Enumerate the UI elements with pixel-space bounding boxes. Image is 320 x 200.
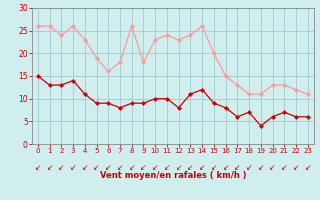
Text: ↙: ↙ bbox=[140, 163, 147, 172]
Text: ↙: ↙ bbox=[164, 163, 170, 172]
Text: ↙: ↙ bbox=[222, 163, 229, 172]
Text: ↙: ↙ bbox=[105, 163, 111, 172]
Text: ↙: ↙ bbox=[187, 163, 194, 172]
Text: ↙: ↙ bbox=[293, 163, 299, 172]
Text: ↙: ↙ bbox=[246, 163, 252, 172]
Text: ↙: ↙ bbox=[58, 163, 65, 172]
Text: ↙: ↙ bbox=[175, 163, 182, 172]
Text: ↙: ↙ bbox=[46, 163, 53, 172]
X-axis label: Vent moyen/en rafales ( km/h ): Vent moyen/en rafales ( km/h ) bbox=[100, 171, 246, 180]
Text: ↙: ↙ bbox=[93, 163, 100, 172]
Text: ↙: ↙ bbox=[152, 163, 158, 172]
Text: ↙: ↙ bbox=[117, 163, 123, 172]
Text: ↙: ↙ bbox=[281, 163, 287, 172]
Text: ↙: ↙ bbox=[269, 163, 276, 172]
Text: ↙: ↙ bbox=[211, 163, 217, 172]
Text: ↙: ↙ bbox=[70, 163, 76, 172]
Text: ↙: ↙ bbox=[35, 163, 41, 172]
Text: ↙: ↙ bbox=[199, 163, 205, 172]
Text: ↙: ↙ bbox=[258, 163, 264, 172]
Text: ↙: ↙ bbox=[129, 163, 135, 172]
Text: ↙: ↙ bbox=[305, 163, 311, 172]
Text: ↙: ↙ bbox=[82, 163, 88, 172]
Text: ↙: ↙ bbox=[234, 163, 241, 172]
